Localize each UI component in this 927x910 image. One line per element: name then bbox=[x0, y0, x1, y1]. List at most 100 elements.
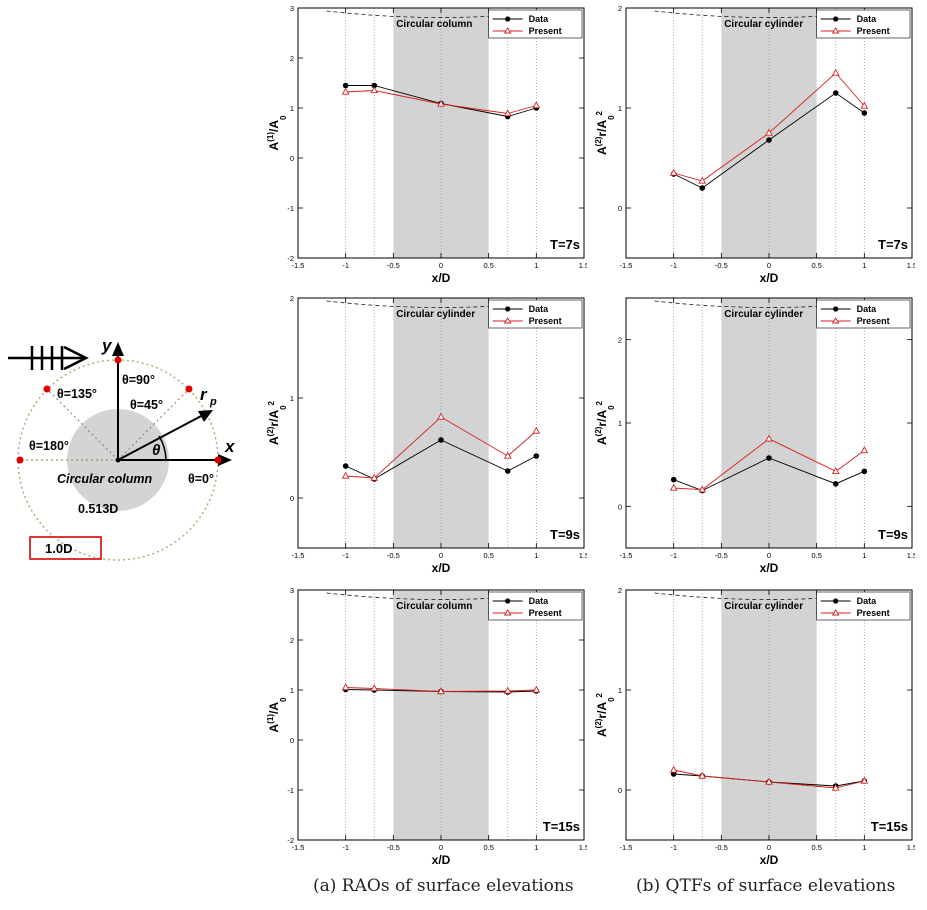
present-point bbox=[831, 68, 840, 76]
y-tick-label: 3 bbox=[290, 4, 294, 13]
present-point bbox=[437, 687, 445, 695]
chart-rao-t15: -1.5 -1 -0.5 0 0.5 1 1.5 -2 -1 0 1 2 3 x/D A(1)/A0 Circ… bbox=[266, 586, 587, 867]
y-axis-label: y bbox=[101, 336, 113, 355]
x-tick-label: 0.5 bbox=[483, 551, 493, 560]
angle-180-label: θ=180° bbox=[29, 439, 69, 453]
y-axis-label: A(1)/A0 bbox=[266, 697, 288, 732]
x-axis-label: x/D bbox=[432, 853, 451, 867]
present-point bbox=[503, 451, 512, 459]
y-tick-label: 0 bbox=[618, 786, 622, 795]
theta-label: θ bbox=[152, 442, 161, 459]
y-axis-label: A(2)r/A02 bbox=[594, 400, 616, 445]
gauge-points bbox=[16, 356, 222, 464]
data-point bbox=[699, 185, 706, 191]
y-tick-label: 1 bbox=[618, 104, 622, 113]
gauge-point-180 bbox=[16, 456, 24, 464]
x-tick-label: -0.5 bbox=[387, 261, 400, 270]
x-tick-label: 0.5 bbox=[811, 843, 821, 852]
y-tick-label: 2 bbox=[290, 294, 294, 303]
present-point bbox=[532, 101, 541, 109]
period-label: T=7s bbox=[878, 237, 908, 252]
present-point bbox=[669, 765, 678, 773]
gauge-rays bbox=[20, 388, 190, 461]
x-tick-label: -1.5 bbox=[292, 261, 305, 270]
present-point bbox=[532, 426, 541, 434]
x-tick-label: 1.5 bbox=[907, 261, 915, 270]
x-tick-label: -0.5 bbox=[387, 843, 400, 852]
legend-label: Present bbox=[857, 608, 890, 618]
y-axis-label: A(2)r/A02 bbox=[594, 692, 616, 737]
present-point bbox=[831, 783, 840, 791]
legend-label: Present bbox=[857, 26, 890, 36]
present-point bbox=[503, 686, 512, 694]
y-tick-label: -2 bbox=[287, 254, 294, 263]
x-tick-label: 0.5 bbox=[811, 261, 821, 270]
x-tick-label: 0 bbox=[439, 261, 443, 270]
present-point bbox=[370, 684, 379, 692]
body-outline bbox=[326, 592, 556, 600]
x-tick-label: 1.5 bbox=[579, 551, 587, 560]
present-point bbox=[669, 168, 678, 176]
x-tick-label: 1 bbox=[862, 843, 866, 852]
period-label: T=9s bbox=[878, 527, 908, 542]
data-point bbox=[832, 481, 839, 487]
legend-label: Data bbox=[857, 14, 878, 24]
x-tick-label: 0 bbox=[767, 551, 771, 560]
legend-label: Data bbox=[529, 596, 550, 606]
x-tick-label: -1 bbox=[670, 261, 677, 270]
y-tick-label: 0 bbox=[290, 736, 294, 745]
y-tick-label: 2 bbox=[290, 54, 294, 63]
present-point bbox=[370, 473, 379, 481]
legend-label: Present bbox=[529, 26, 562, 36]
y-axis-label: A(1)/A0 bbox=[266, 115, 288, 150]
x-tick-label: -1.5 bbox=[292, 843, 305, 852]
caption-rao: (a) RAOs of surface elevations bbox=[313, 876, 574, 896]
period-label: T=15s bbox=[543, 819, 580, 834]
y-tick-label: 1 bbox=[290, 104, 294, 113]
wave-direction-icon bbox=[8, 345, 89, 371]
x-tick-label: 1 bbox=[534, 261, 538, 270]
x-tick-label: -1 bbox=[342, 843, 349, 852]
present-point bbox=[341, 683, 350, 691]
y-tick-label: -2 bbox=[287, 836, 294, 845]
y-tick-label: 0 bbox=[618, 502, 622, 511]
present-point bbox=[437, 412, 445, 420]
y-tick-label: 0 bbox=[290, 494, 294, 503]
y-axis-label: A(2)r/A02 bbox=[266, 400, 288, 445]
y-tick-label: 3 bbox=[290, 586, 294, 595]
chart-rao-t7: -1.5 -1 -0.5 0 0.5 1 1.5 -2 -1 0 1 2 3 x/D A(1)/A0 Circ… bbox=[266, 4, 587, 285]
body-outline bbox=[326, 300, 556, 308]
x-axis-label: x/D bbox=[760, 271, 779, 285]
present-point bbox=[669, 483, 678, 491]
x-tick-label: 0.5 bbox=[483, 261, 493, 270]
x-tick-label: -1 bbox=[670, 843, 677, 852]
diameter-label: 1.0D bbox=[45, 541, 72, 556]
present-point bbox=[698, 771, 707, 779]
chart-title: Circular cylinder bbox=[724, 601, 803, 612]
y-tick-label: 1 bbox=[618, 419, 622, 428]
data-point bbox=[832, 90, 839, 96]
legend-label: Data bbox=[529, 14, 550, 24]
x-tick-label: -1.5 bbox=[620, 551, 633, 560]
radius-label: 0.513D bbox=[78, 502, 118, 516]
body-outline bbox=[326, 10, 556, 18]
angle-90-label: θ=90° bbox=[122, 373, 155, 387]
shaded-region bbox=[393, 8, 489, 258]
period-label: T=7s bbox=[550, 237, 580, 252]
x-tick-label: 0.5 bbox=[811, 551, 821, 560]
x-axis-arrow bbox=[118, 454, 232, 466]
x-axis-label: x bbox=[224, 437, 236, 456]
body-label: Circular column bbox=[57, 472, 153, 486]
legend-marker bbox=[833, 16, 839, 22]
legend-marker bbox=[833, 598, 839, 604]
x-tick-label: 1 bbox=[534, 843, 538, 852]
x-axis-label: x/D bbox=[760, 561, 779, 575]
x-tick-label: -0.5 bbox=[715, 843, 728, 852]
angle-0-label: θ=0° bbox=[188, 472, 214, 486]
present-point bbox=[503, 109, 512, 117]
present-point bbox=[765, 777, 773, 785]
legend-marker bbox=[833, 306, 839, 312]
present-point bbox=[765, 434, 773, 442]
shaded-region bbox=[721, 298, 817, 548]
caption-qtf: (b) QTFs of surface elevations bbox=[636, 876, 896, 896]
